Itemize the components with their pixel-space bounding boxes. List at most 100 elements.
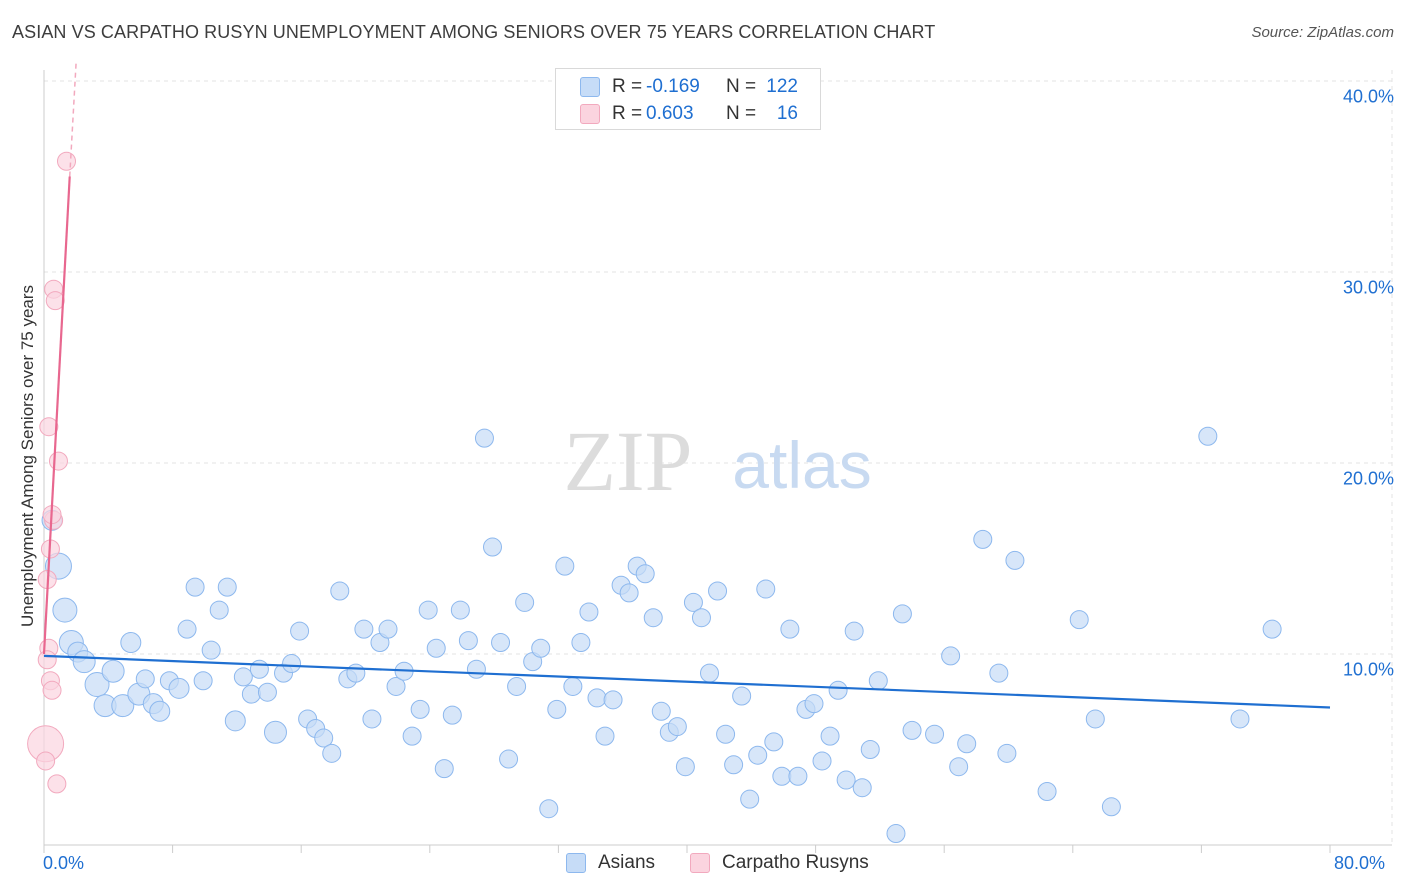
asian-point <box>467 660 485 678</box>
asian-point <box>1263 620 1281 638</box>
asian-point <box>435 760 453 778</box>
asian-point <box>596 727 614 745</box>
y-tick-label: 30.0% <box>1343 278 1394 299</box>
carpatho-rusyn-point <box>38 651 56 669</box>
asian-point <box>942 647 960 665</box>
asian-point <box>508 677 526 695</box>
asian-point <box>53 598 77 622</box>
asian-point <box>652 702 670 720</box>
asian-point <box>242 685 260 703</box>
asian-point <box>194 672 212 690</box>
asian-point <box>974 530 992 548</box>
asian-point <box>749 746 767 764</box>
r-value: 0.603 <box>646 103 726 125</box>
asian-point <box>958 735 976 753</box>
asian-point <box>178 620 196 638</box>
asian-point <box>186 578 204 596</box>
asian-point <box>291 622 309 640</box>
asian-point <box>475 429 493 447</box>
asian-point <box>451 601 469 619</box>
asian-point <box>210 601 228 619</box>
asian-point <box>73 651 95 673</box>
asian-point <box>717 725 735 743</box>
asian-point <box>121 633 141 653</box>
asian-point <box>1086 710 1104 728</box>
asian-point <box>169 678 189 698</box>
asian-point <box>950 758 968 776</box>
asian-point <box>516 593 534 611</box>
x-tick-label: 80.0% <box>1334 853 1385 874</box>
asian-point <box>741 790 759 808</box>
legend-swatch <box>580 77 600 97</box>
asian-point <box>620 584 638 602</box>
asian-point <box>668 718 686 736</box>
asian-point <box>725 756 743 774</box>
asian-point <box>805 695 823 713</box>
carpatho-rusyn-trend-line <box>44 177 70 655</box>
asian-point <box>644 609 662 627</box>
carpatho-rusyn-point <box>48 775 66 793</box>
legend-swatch <box>566 853 586 873</box>
asian-point <box>102 660 124 682</box>
asian-point <box>492 634 510 652</box>
asian-point <box>355 620 373 638</box>
asian-point <box>887 825 905 843</box>
asian-point <box>459 632 477 650</box>
asian-point <box>829 681 847 699</box>
asian-point <box>813 752 831 770</box>
asian-point <box>150 701 170 721</box>
asian-point <box>323 744 341 762</box>
asian-point <box>837 771 855 789</box>
legend-item-carpatho-rusyns[interactable]: Carpatho Rusyns <box>690 852 869 874</box>
asian-point <box>861 741 879 759</box>
asian-point <box>998 744 1016 762</box>
asian-point <box>701 664 719 682</box>
asian-point <box>403 727 421 745</box>
asian-point <box>821 727 839 745</box>
asian-point <box>548 700 566 718</box>
asian-point <box>500 750 518 768</box>
asian-point <box>427 639 445 657</box>
asian-point <box>903 721 921 739</box>
trend-lines <box>44 62 1330 708</box>
asian-point <box>225 711 245 731</box>
carpatho-rusyn-point <box>43 681 61 699</box>
correlation-legend: R = -0.169 N = 122 R = 0.603 N = 16 <box>555 68 821 130</box>
y-tick-label: 40.0% <box>1343 87 1394 108</box>
legend-swatch <box>690 853 710 873</box>
legend-item-asians[interactable]: Asians <box>566 852 655 874</box>
asian-point <box>845 622 863 640</box>
asian-point <box>1070 611 1088 629</box>
asian-point <box>853 779 871 797</box>
r-label: R = <box>612 76 646 98</box>
legend-row-asians: R = -0.169 N = 122 <box>580 75 798 99</box>
y-tick-label: 20.0% <box>1343 469 1394 490</box>
carpatho-rusyn-point <box>46 292 64 310</box>
asian-point <box>572 634 590 652</box>
watermark: ZIP atlas <box>564 413 872 509</box>
asian-point <box>580 603 598 621</box>
asian-point <box>1038 783 1056 801</box>
carpatho-rusyn-point <box>49 452 67 470</box>
scatter-plot: ZIP atlas <box>0 0 1406 892</box>
asian-point <box>136 670 154 688</box>
asian-point <box>990 664 1008 682</box>
y-axis-label: Unemployment Among Seniors over 75 years <box>18 285 38 627</box>
asian-point <box>869 672 887 690</box>
asian-point <box>234 668 252 686</box>
asian-point <box>709 582 727 600</box>
asian-point <box>258 683 276 701</box>
n-value: 16 <box>758 103 798 125</box>
watermark-atlas: atlas <box>732 428 871 502</box>
n-label: N = <box>726 76 758 98</box>
asian-point <box>331 582 349 600</box>
r-label: R = <box>612 103 646 125</box>
asian-point <box>733 687 751 705</box>
asian-point <box>283 655 301 673</box>
legend-label: Asians <box>598 852 655 874</box>
asian-point <box>588 689 606 707</box>
asian-point <box>765 733 783 751</box>
asian-point <box>218 578 236 596</box>
asian-point <box>411 700 429 718</box>
n-label: N = <box>726 103 758 125</box>
